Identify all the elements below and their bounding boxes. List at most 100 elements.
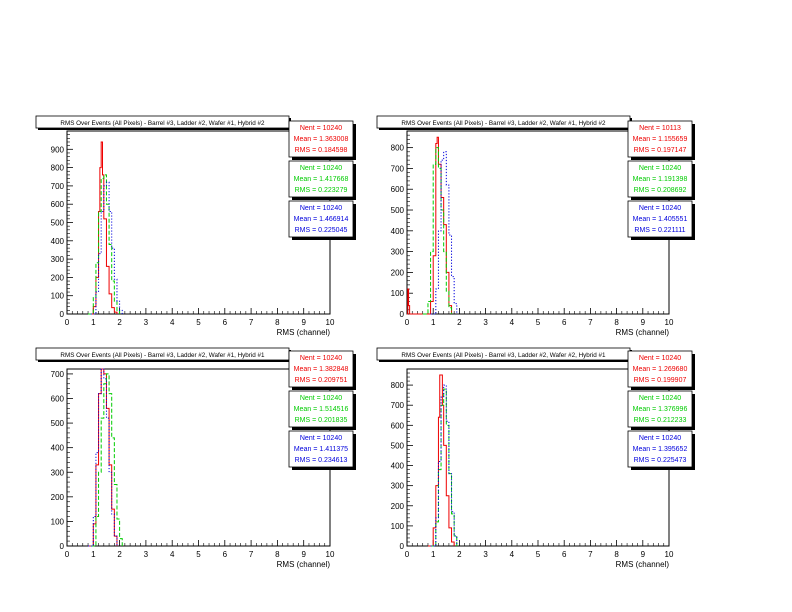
x-tick-label: 7 (249, 318, 254, 327)
y-tick-label: 800 (391, 381, 405, 390)
stats-rms: RMS = 0.223279 (295, 187, 348, 194)
y-tick-label: 100 (391, 522, 405, 531)
x-tick-label: 9 (641, 318, 646, 327)
x-tick-label: 9 (301, 318, 306, 327)
x-tick-label: 6 (562, 550, 567, 559)
stats-nent: Nent = 10113 (639, 125, 681, 132)
y-tick-label: 400 (391, 462, 405, 471)
y-tick-label: 100 (51, 517, 65, 526)
stats-box-blue (627, 200, 693, 238)
x-axis-label: RMS (channel) (277, 328, 331, 337)
y-tick-label: 100 (51, 292, 65, 301)
stats-rms: RMS = 0.184598 (295, 147, 348, 154)
x-tick-label: 0 (65, 550, 70, 559)
stats-box-blue (627, 430, 693, 468)
chart-title: RMS Over Events (All Pixels) - Barrel #3… (401, 120, 606, 127)
stats-box-blue (288, 430, 354, 468)
x-tick-label: 1 (431, 550, 436, 559)
x-tick-label: 5 (536, 318, 541, 327)
stats-mean: Mean = 1.269680 (633, 366, 688, 373)
x-tick-label: 3 (483, 550, 488, 559)
stats-rms: RMS = 0.221111 (634, 227, 685, 234)
y-tick-label: 200 (51, 273, 65, 282)
histogram-series-green (88, 174, 121, 315)
stats-rms: RMS = 0.197147 (634, 147, 687, 154)
histogram-series-blue (430, 151, 458, 315)
x-axis-label: RMS (channel) (616, 328, 670, 337)
y-tick-label: 600 (391, 421, 405, 430)
x-tick-label: 7 (249, 550, 254, 559)
stats-nent: Nent = 10240 (300, 435, 342, 442)
x-tick-label: 5 (536, 550, 541, 559)
y-tick-label: 700 (51, 370, 65, 379)
stats-mean: Mean = 1.514516 (294, 406, 349, 413)
x-tick-label: 9 (641, 550, 646, 559)
stats-nent: Nent = 10240 (639, 205, 681, 212)
y-tick-label: 300 (391, 482, 405, 491)
y-tick-label: 900 (51, 145, 65, 154)
x-tick-label: 0 (65, 318, 70, 327)
stats-box-red (288, 350, 354, 388)
x-tick-label: 10 (326, 318, 335, 327)
stats-box-green (627, 160, 693, 198)
x-tick-label: 0 (405, 550, 410, 559)
stats-rms: RMS = 0.225473 (634, 457, 687, 464)
stats-nent: Nent = 10240 (639, 435, 681, 442)
x-tick-label: 8 (614, 550, 619, 559)
x-tick-label: 3 (144, 318, 149, 327)
x-tick-label: 2 (117, 550, 122, 559)
stats-box-red (288, 120, 354, 158)
stats-box-red (627, 120, 693, 158)
stats-mean: Mean = 1.411375 (294, 446, 348, 453)
x-axis-label: RMS (channel) (616, 560, 670, 569)
stats-mean: Mean = 1.417668 (294, 176, 349, 183)
y-tick-label: 500 (391, 441, 405, 450)
stats-mean: Mean = 1.191398 (633, 176, 688, 183)
x-tick-label: 8 (275, 318, 280, 327)
chart-title: RMS Over Events (All Pixels) - Barrel #3… (401, 352, 606, 359)
stats-mean: Mean = 1.466914 (294, 216, 349, 223)
x-tick-label: 4 (170, 550, 175, 559)
y-tick-label: 0 (60, 310, 65, 319)
stats-rms: RMS = 0.234613 (295, 457, 348, 464)
x-tick-label: 6 (223, 318, 228, 327)
y-tick-label: 200 (391, 268, 405, 277)
y-tick-label: 100 (391, 289, 405, 298)
x-tick-label: 8 (275, 550, 280, 559)
stats-nent: Nent = 10240 (300, 205, 342, 212)
stats-nent: Nent = 10240 (639, 395, 681, 402)
x-tick-label: 4 (510, 318, 515, 327)
x-tick-label: 3 (144, 550, 149, 559)
y-tick-label: 500 (51, 219, 65, 228)
histogram-series-green (422, 147, 453, 315)
histogram-series-red (407, 136, 453, 315)
y-tick-label: 600 (51, 395, 65, 404)
stats-rms: RMS = 0.212233 (634, 417, 687, 424)
stats-rms: RMS = 0.225045 (295, 227, 348, 234)
x-axis-label: RMS (channel) (277, 560, 331, 569)
x-tick-label: 6 (562, 318, 567, 327)
x-tick-label: 10 (665, 550, 674, 559)
stats-nent: Nent = 10240 (639, 355, 681, 362)
stats-box-blue (288, 200, 354, 238)
x-tick-label: 10 (665, 318, 674, 327)
y-tick-label: 600 (391, 185, 405, 194)
y-tick-label: 0 (60, 542, 65, 551)
x-tick-label: 2 (117, 318, 122, 327)
y-tick-label: 400 (391, 227, 405, 236)
x-tick-label: 5 (196, 550, 201, 559)
stats-box-green (288, 390, 354, 428)
chart-title: RMS Over Events (All Pixels) - Barrel #3… (60, 352, 265, 359)
stats-nent: Nent = 10240 (300, 395, 342, 402)
y-tick-label: 0 (400, 542, 405, 551)
stats-rms: RMS = 0.209751 (295, 377, 348, 384)
stats-mean: Mean = 1.382848 (294, 366, 349, 373)
y-tick-label: 400 (51, 444, 65, 453)
y-tick-label: 300 (51, 468, 65, 477)
x-tick-label: 2 (457, 550, 462, 559)
x-tick-label: 4 (170, 318, 175, 327)
plot-frame (66, 130, 331, 315)
stats-box-red (627, 350, 693, 388)
